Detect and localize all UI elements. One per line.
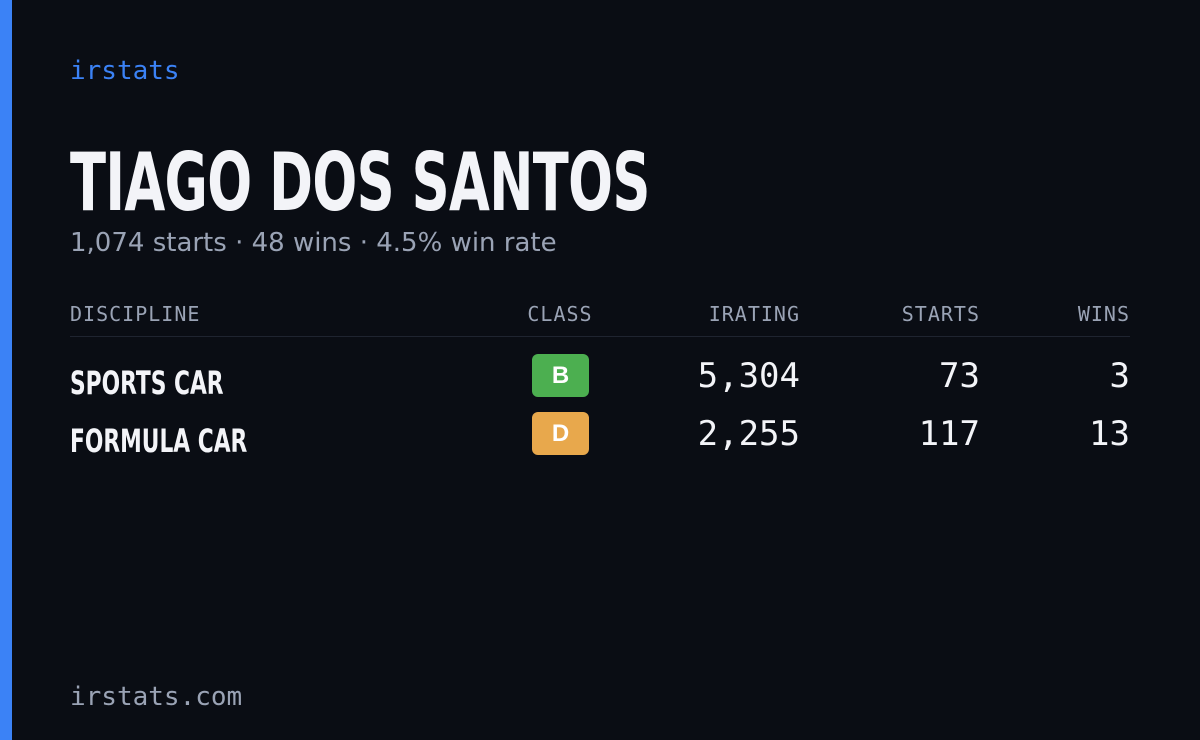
irating: 2,255 — [697, 414, 800, 454]
accent-bar — [0, 0, 12, 740]
wins: 3 — [1109, 356, 1130, 396]
class-badge: B — [532, 354, 589, 397]
column-header: DISCIPLINE — [70, 302, 201, 326]
title: TIAGO DOS SANTOS — [70, 136, 650, 229]
brand: irstats — [70, 56, 180, 86]
column-header: CLASS — [527, 302, 593, 326]
starts: 73 — [939, 356, 980, 396]
column-header: WINS — [1077, 302, 1130, 326]
column-header: IRATING — [708, 302, 800, 326]
column-header: STARTS — [901, 302, 980, 326]
footer: irstats.com — [70, 682, 243, 712]
divider — [70, 336, 1130, 337]
irating: 5,304 — [697, 356, 800, 396]
class-badge: D — [532, 412, 589, 455]
discipline: FORMULA CAR — [70, 422, 248, 460]
starts: 117 — [918, 414, 980, 454]
subtitle: 1,074 starts · 48 wins · 4.5% win rate — [70, 228, 557, 258]
wins: 13 — [1089, 414, 1130, 454]
discipline: SPORTS CAR — [70, 364, 224, 402]
